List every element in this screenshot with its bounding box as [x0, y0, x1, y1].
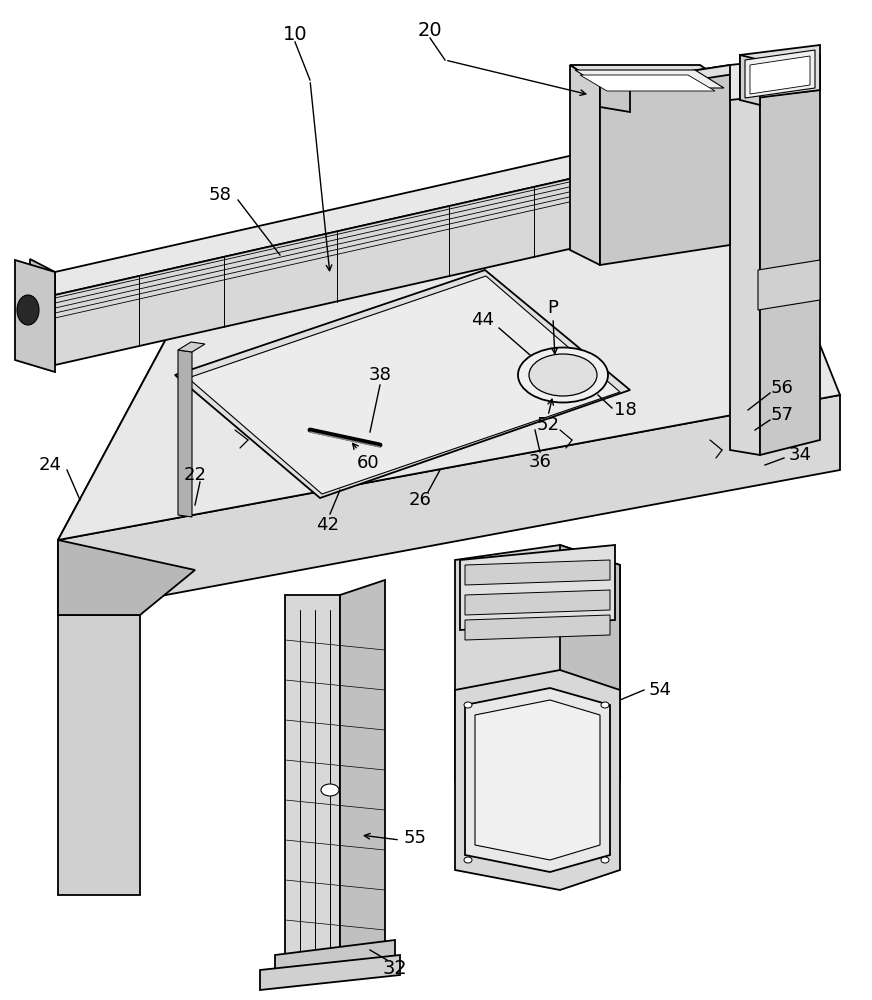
Polygon shape: [460, 545, 615, 630]
Polygon shape: [455, 545, 620, 800]
Ellipse shape: [601, 857, 609, 863]
Polygon shape: [15, 260, 55, 372]
Ellipse shape: [529, 354, 597, 396]
Polygon shape: [58, 395, 840, 615]
Polygon shape: [55, 145, 618, 295]
Polygon shape: [600, 65, 730, 265]
Polygon shape: [58, 540, 195, 615]
Polygon shape: [58, 615, 140, 895]
Polygon shape: [178, 342, 205, 352]
Ellipse shape: [321, 784, 339, 796]
Polygon shape: [58, 120, 840, 540]
Text: 42: 42: [317, 516, 339, 534]
Text: P: P: [548, 299, 558, 317]
Text: 18: 18: [614, 401, 637, 419]
Text: 60: 60: [357, 454, 379, 472]
Polygon shape: [340, 580, 385, 970]
Polygon shape: [740, 45, 820, 100]
Text: 36: 36: [528, 453, 551, 471]
Polygon shape: [465, 615, 610, 640]
Polygon shape: [618, 133, 648, 238]
Polygon shape: [575, 70, 724, 88]
Polygon shape: [570, 65, 730, 85]
Text: 38: 38: [369, 366, 392, 384]
Polygon shape: [760, 55, 820, 455]
Polygon shape: [475, 700, 600, 860]
Text: 44: 44: [472, 311, 494, 329]
Text: 22: 22: [183, 466, 207, 484]
Polygon shape: [455, 670, 620, 890]
Polygon shape: [275, 940, 395, 975]
Polygon shape: [730, 55, 820, 100]
Polygon shape: [580, 75, 715, 91]
Polygon shape: [465, 560, 610, 585]
Text: 24: 24: [38, 456, 62, 474]
Polygon shape: [465, 688, 610, 872]
Polygon shape: [175, 270, 630, 498]
Polygon shape: [600, 65, 760, 90]
Polygon shape: [730, 65, 760, 455]
Polygon shape: [58, 285, 195, 615]
Polygon shape: [55, 168, 618, 365]
Polygon shape: [465, 590, 610, 615]
Ellipse shape: [17, 295, 39, 325]
Polygon shape: [260, 955, 400, 990]
Polygon shape: [750, 56, 810, 94]
Polygon shape: [600, 85, 630, 112]
Text: 54: 54: [649, 681, 671, 699]
Polygon shape: [178, 350, 192, 517]
Polygon shape: [745, 50, 815, 98]
Ellipse shape: [601, 702, 609, 708]
Text: 32: 32: [383, 958, 407, 978]
Ellipse shape: [464, 702, 472, 708]
Text: 52: 52: [536, 416, 560, 434]
Polygon shape: [30, 259, 55, 365]
Polygon shape: [570, 65, 600, 265]
Ellipse shape: [464, 857, 472, 863]
Text: 26: 26: [409, 491, 432, 509]
Polygon shape: [560, 545, 620, 800]
Text: 56: 56: [771, 379, 794, 397]
Polygon shape: [758, 260, 820, 310]
Text: 57: 57: [771, 406, 794, 424]
Polygon shape: [188, 276, 620, 494]
Text: 20: 20: [418, 20, 442, 39]
Text: 10: 10: [283, 25, 307, 44]
Text: 58: 58: [208, 186, 231, 204]
Text: 55: 55: [404, 829, 426, 847]
Polygon shape: [740, 55, 760, 105]
Polygon shape: [285, 595, 340, 970]
Text: 34: 34: [788, 446, 812, 464]
Ellipse shape: [518, 348, 608, 402]
